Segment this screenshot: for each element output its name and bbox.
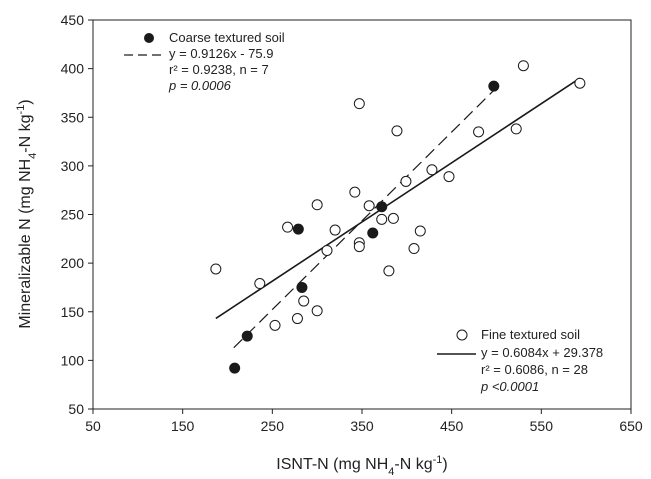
y-tick-label: 250 — [61, 207, 85, 223]
legend-coarse-name: Coarse textured soil — [169, 30, 285, 45]
y-tick-label: 350 — [61, 109, 85, 125]
y-tick-label: 150 — [61, 304, 85, 320]
coarse-soil-point — [292, 223, 304, 235]
fine-soil-point — [311, 199, 323, 211]
legend-coarse: Coarse textured soil y = 0.9126x - 75.9 … — [124, 30, 285, 93]
legend-coarse-marker — [144, 33, 154, 43]
fine-soil-point — [414, 225, 426, 237]
fine-soil-point — [376, 213, 388, 225]
y-tick-label: 400 — [61, 61, 85, 77]
fine-soil-point — [321, 244, 333, 256]
x-tick-label: 550 — [530, 418, 554, 434]
fine-soil-point — [408, 243, 420, 255]
y-tick-label: 50 — [68, 401, 84, 417]
fine-soil-point — [329, 224, 341, 236]
fine-soil-point — [443, 171, 455, 183]
data-points — [210, 60, 586, 374]
legend-coarse-stats: r² = 0.9238, n = 7 — [169, 62, 269, 77]
coarse-soil-point — [229, 362, 241, 374]
x-tick-label: 350 — [350, 418, 374, 434]
y-axis-title: Mineralizable N (mg NH4-N kg-1) — [15, 99, 39, 328]
fine-soil-point — [291, 313, 303, 325]
fine-soil-point — [254, 278, 266, 290]
coarse-soil-point — [488, 80, 500, 92]
fine-soil-point — [210, 263, 222, 275]
x-axis-title: ISNT-N (mg NH4-N kg-1) — [276, 454, 447, 478]
fine-soil-point — [298, 295, 310, 307]
x-tick-label: 150 — [171, 418, 195, 434]
legend-fine-marker — [456, 329, 468, 341]
fine-soil-point — [400, 175, 412, 187]
coarse-soil-point — [296, 281, 308, 293]
fine-soil-point — [426, 164, 438, 176]
fine-soil-point — [349, 186, 361, 198]
y-tick-label: 100 — [61, 352, 85, 368]
legend-fine-p: p <0.0001 — [480, 379, 539, 394]
regression-lines — [215, 77, 581, 349]
x-axis-ticks: 50 150 250 350 450 550 650 — [85, 409, 643, 434]
y-tick-label: 200 — [61, 255, 85, 271]
fine-soil-point — [383, 265, 395, 277]
legend-fine: Fine textured soil y = 0.6084x + 29.378 … — [437, 327, 603, 394]
x-tick-label: 250 — [261, 418, 285, 434]
fine-soil-point — [282, 221, 294, 233]
legend-fine-equation: y = 0.6084x + 29.378 — [481, 345, 603, 360]
x-tick-label: 650 — [619, 418, 643, 434]
fine-soil-point — [473, 126, 485, 138]
coarse-fit-line — [233, 89, 495, 349]
fine-soil-point — [353, 241, 365, 253]
y-tick-label: 450 — [61, 12, 85, 28]
fine-soil-point — [574, 77, 586, 89]
fine-soil-point — [363, 200, 375, 212]
fine-soil-point — [269, 319, 281, 331]
fine-soil-point — [311, 305, 323, 317]
coarse-soil-point — [367, 227, 379, 239]
legend-coarse-p: p = 0.0006 — [168, 78, 232, 93]
fine-soil-point — [387, 212, 399, 224]
legend-fine-name: Fine textured soil — [481, 327, 580, 342]
fine-soil-point — [353, 98, 365, 110]
fine-soil-point — [510, 123, 522, 135]
x-tick-label: 50 — [85, 418, 101, 434]
coarse-soil-point — [376, 201, 388, 213]
fine-soil-point — [391, 125, 403, 137]
y-tick-label: 300 — [61, 158, 85, 174]
legend-fine-stats: r² = 0.6086, n = 28 — [481, 362, 588, 377]
fine-fit-line — [215, 77, 581, 320]
legend-coarse-equation: y = 0.9126x - 75.9 — [169, 46, 273, 61]
x-tick-label: 450 — [440, 418, 464, 434]
fine-soil-point — [517, 60, 529, 72]
y-axis-ticks: 50 100 150 200 250 300 350 400 450 — [61, 12, 93, 417]
coarse-soil-point — [241, 330, 253, 342]
